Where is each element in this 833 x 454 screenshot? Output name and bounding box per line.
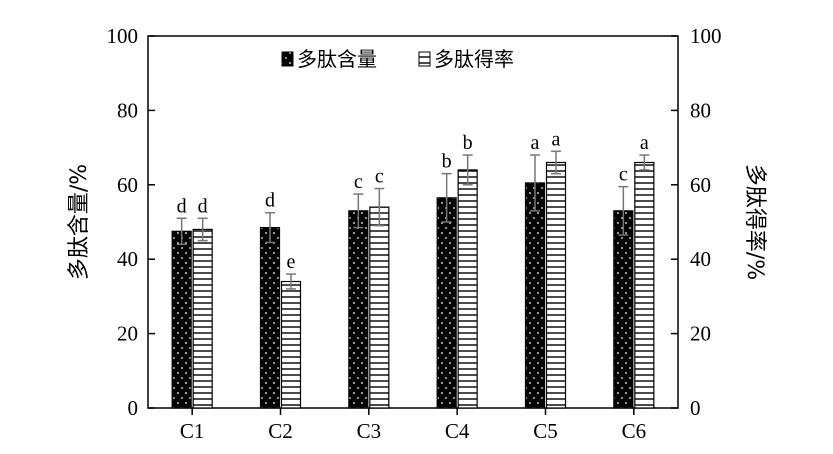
significance-letter-peptide-content: d bbox=[177, 195, 187, 217]
y-tick-label-right: 80 bbox=[690, 98, 711, 122]
significance-letter-peptide-yield: a bbox=[640, 132, 649, 154]
bar-peptide-yield bbox=[545, 161, 567, 409]
significance-letter-peptide-yield: c bbox=[375, 166, 384, 188]
y-tick-label-left: 80 bbox=[117, 98, 138, 122]
bar-peptide-yield bbox=[280, 280, 302, 409]
significance-letter-peptide-yield: b bbox=[463, 132, 473, 154]
x-tick-label: C3 bbox=[357, 419, 382, 443]
x-tick-label: C2 bbox=[268, 419, 293, 443]
legend: 多肽含量 多肽得率 bbox=[281, 47, 514, 71]
significance-letter-peptide-content: c bbox=[354, 171, 363, 193]
legend-swatch-peptide-content bbox=[281, 51, 294, 67]
bar-peptide-yield bbox=[634, 161, 655, 409]
y-tick-label-left: 60 bbox=[117, 173, 138, 197]
significance-letter-peptide-content: d bbox=[265, 190, 275, 212]
bar-peptide-yield bbox=[369, 206, 390, 409]
significance-letter-peptide-content: a bbox=[531, 132, 540, 154]
bar-peptide-content bbox=[171, 230, 192, 409]
bar-peptide-content bbox=[259, 226, 281, 409]
y-axis-label-right: 多肽得率/% bbox=[742, 164, 767, 280]
x-tick-label: C4 bbox=[445, 419, 470, 443]
x-tick-label: C5 bbox=[533, 419, 558, 443]
significance-letter-peptide-yield: d bbox=[198, 195, 208, 217]
y-axis-label-left: 多肽含量/% bbox=[67, 164, 92, 280]
legend-swatch-peptide-yield bbox=[418, 51, 431, 67]
bar-peptide-content bbox=[348, 210, 369, 409]
y-tick-label-left: 20 bbox=[117, 322, 138, 346]
significance-letter-peptide-content: c bbox=[619, 164, 628, 186]
plot-frame bbox=[147, 35, 679, 409]
bar-peptide-yield bbox=[192, 228, 213, 409]
significance-letter-peptide-yield: a bbox=[552, 128, 561, 150]
y-tick-label-left: 100 bbox=[107, 24, 139, 48]
y-tick-label-left: 40 bbox=[117, 247, 138, 271]
legend-label-peptide-yield: 多肽得率 bbox=[434, 47, 514, 71]
bar-peptide-content bbox=[613, 210, 634, 409]
y-tick-label-right: 20 bbox=[690, 322, 711, 346]
x-tick-label: C1 bbox=[180, 419, 205, 443]
bar-peptide-content bbox=[524, 182, 546, 409]
y-tick-label-right: 60 bbox=[690, 173, 711, 197]
bar-peptide-yield bbox=[457, 169, 478, 409]
y-tick-label-left: 0 bbox=[128, 396, 139, 420]
y-tick-label-right: 100 bbox=[690, 24, 722, 48]
significance-letter-peptide-yield: e bbox=[287, 251, 296, 273]
y-tick-label-right: 0 bbox=[690, 396, 701, 420]
x-tick-label: C6 bbox=[622, 419, 647, 443]
y-tick-label-right: 40 bbox=[690, 247, 711, 271]
bar-peptide-content bbox=[436, 197, 457, 409]
significance-letter-peptide-content: b bbox=[442, 151, 452, 173]
legend-label-peptide-content: 多肽含量 bbox=[297, 47, 377, 71]
